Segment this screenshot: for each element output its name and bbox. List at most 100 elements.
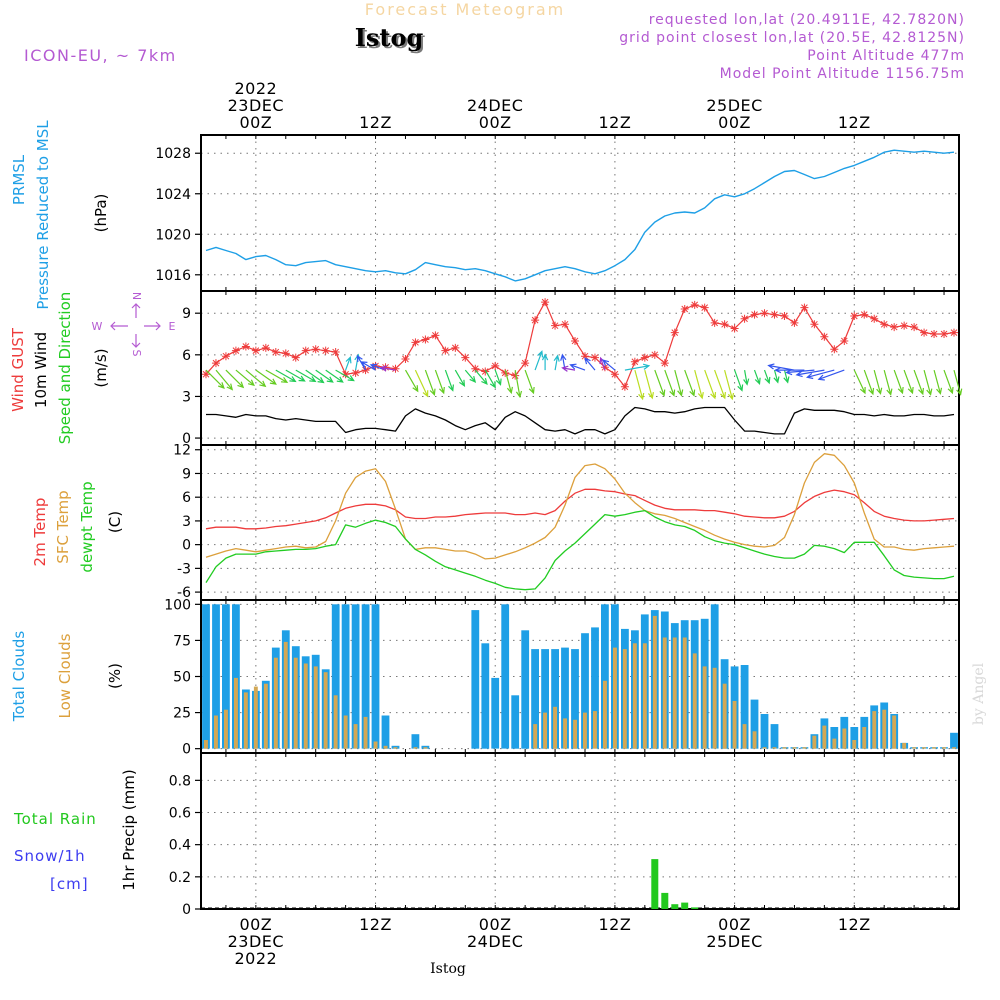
rain-bar <box>671 904 679 909</box>
gust-marker <box>590 353 599 362</box>
total-clouds-bar <box>361 604 370 749</box>
total-clouds-bar <box>341 604 350 749</box>
pressure-label-1: PRMSL <box>10 154 28 205</box>
low-clouds-bar <box>942 747 946 749</box>
bottom-date-label: 00Z <box>479 915 512 934</box>
total-clouds-bar <box>381 715 390 749</box>
y-tick-label: 0 <box>182 431 191 447</box>
gust-marker <box>900 321 909 330</box>
y-tick-label: 3 <box>182 514 191 530</box>
gust-marker <box>700 303 709 312</box>
rain-bar <box>651 859 659 909</box>
gust-marker <box>391 364 400 373</box>
total-clouds-bar <box>371 604 380 749</box>
wind-vector <box>734 369 744 392</box>
wind-vector <box>923 369 933 396</box>
wind-vector <box>255 369 277 385</box>
total-clouds-bar <box>770 724 779 749</box>
wind-vector <box>474 369 488 385</box>
bottom-date-label: 2022 <box>234 949 277 968</box>
low-clouds-bar <box>543 712 547 749</box>
wind-vector <box>883 369 893 396</box>
gust-marker <box>571 336 580 345</box>
wind-vector <box>265 369 289 384</box>
bottom-date-label: 25DEC <box>706 932 762 951</box>
location-title: Istog <box>355 23 424 52</box>
low-clouds-bar <box>423 747 428 749</box>
gust-marker <box>531 316 540 325</box>
wind-vector <box>913 369 924 396</box>
total-clouds-bar <box>591 627 599 749</box>
wind-vector <box>654 369 666 397</box>
low-clouds-bar <box>333 695 338 749</box>
total-clouds-bar <box>740 665 749 749</box>
gust-line <box>205 301 955 388</box>
gust-marker <box>291 353 300 362</box>
y-tick-label: 75 <box>173 633 191 649</box>
top-date-label: 25DEC <box>706 96 762 115</box>
gust-marker <box>481 367 490 376</box>
wind-vector <box>664 369 676 397</box>
wind-vector <box>773 369 780 384</box>
wind-vector <box>714 369 726 400</box>
precip-axis-label: 1hr Precip (mm) <box>120 769 138 890</box>
top-hour-label: 12Z <box>359 113 392 132</box>
wind-vector <box>634 369 645 401</box>
low-clouds-bar <box>922 747 926 749</box>
wind-vector <box>484 369 496 389</box>
wind-vector <box>335 369 355 382</box>
low-clouds-bar <box>742 724 747 749</box>
bottom-date-label: 24DEC <box>467 932 523 951</box>
gust-marker <box>800 303 809 312</box>
wind-vector <box>424 369 436 397</box>
gust-marker <box>950 328 959 337</box>
low-clouds-bar <box>842 728 847 749</box>
wind-vector <box>863 369 875 396</box>
gust-marker <box>930 330 939 339</box>
pressure-unit: (hPa) <box>92 194 110 233</box>
top-date-label: 00Z <box>239 113 272 132</box>
low-clouds-bar <box>613 647 617 749</box>
gust-marker <box>461 353 470 362</box>
total-clouds-bar <box>541 649 549 749</box>
snow-label: Snow/1h <box>14 847 86 865</box>
low-clouds-bar <box>852 740 857 749</box>
wind-vector <box>933 369 943 395</box>
gust-marker <box>331 348 340 357</box>
low-clouds-bar <box>772 747 777 749</box>
wind-vector <box>783 369 790 384</box>
gust-marker <box>501 368 510 377</box>
low-clouds-bar <box>932 747 936 749</box>
top-date-label: 2022 <box>234 79 277 98</box>
low-clouds-bar <box>273 657 278 749</box>
gust-marker <box>770 310 779 319</box>
low-clouds-bar <box>243 692 248 749</box>
rain-bar <box>681 902 689 909</box>
low-clouds-bar <box>353 724 358 749</box>
low-clouds-bar <box>872 711 877 749</box>
wind-vector <box>454 369 466 388</box>
wind-vector <box>285 369 306 382</box>
y-tick-label: 9 <box>182 466 191 482</box>
compass-e: E <box>169 320 176 333</box>
low-clouds-bar <box>652 615 657 749</box>
total-clouds-bar <box>351 604 360 749</box>
low-clouds-bar <box>363 716 368 749</box>
total-clouds-bar <box>511 695 520 749</box>
y-tick-label: 0.8 <box>169 773 191 789</box>
gust-marker <box>940 330 949 339</box>
wind-vector <box>805 369 835 380</box>
low-clouds-bar <box>343 715 348 749</box>
wind-vector <box>553 354 560 371</box>
point-altitude: Point Altitude 477m <box>807 48 965 64</box>
y-tick-label: 0 <box>182 902 191 918</box>
low-clouds-bar <box>672 637 677 749</box>
compass-n: N <box>130 292 143 300</box>
total-clouds-bar <box>411 734 420 749</box>
y-tick-label: 9 <box>182 306 191 322</box>
wind-vector <box>225 369 245 389</box>
bottom-hour-label: 12Z <box>838 915 871 934</box>
wind-vector <box>541 353 549 371</box>
gust-marker <box>421 335 430 344</box>
bottom-date-label: 00Z <box>718 915 751 934</box>
